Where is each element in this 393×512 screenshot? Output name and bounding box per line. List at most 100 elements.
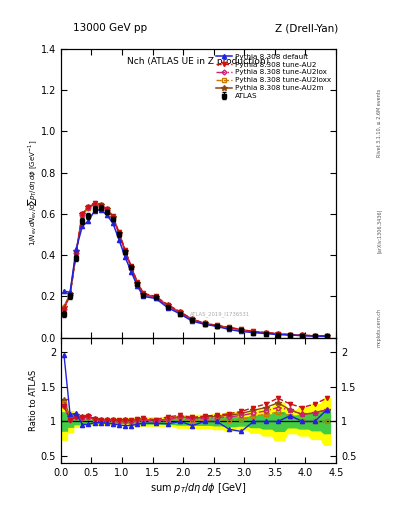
Pythia 8.308 default	[129, 269, 134, 275]
Pythia 8.308 tune-AU2m	[62, 304, 66, 310]
Text: Z (Drell-Yan): Z (Drell-Yan)	[275, 23, 338, 33]
Pythia 8.308 tune-AU2m	[202, 321, 207, 327]
Text: ATLAS_2019_I1736531: ATLAS_2019_I1736531	[191, 312, 250, 317]
Text: 13000 GeV pp: 13000 GeV pp	[73, 23, 147, 33]
Line: Pythia 8.308 tune-AU2: Pythia 8.308 tune-AU2	[62, 201, 329, 338]
Pythia 8.308 tune-AU2m	[300, 332, 305, 338]
Y-axis label: Ratio to ATLAS: Ratio to ATLAS	[29, 370, 38, 431]
Pythia 8.308 tune-AU2lox	[300, 332, 305, 338]
Pythia 8.308 tune-AU2lox	[227, 325, 231, 331]
Pythia 8.308 tune-AU2lox	[110, 214, 115, 220]
Pythia 8.308 default	[86, 218, 91, 224]
Pythia 8.308 tune-AU2	[92, 200, 97, 206]
Pythia 8.308 tune-AU2	[202, 320, 207, 326]
Pythia 8.308 default	[141, 293, 146, 300]
Pythia 8.308 tune-AU2loxx	[135, 281, 140, 287]
Pythia 8.308 tune-AU2loxx	[153, 295, 158, 301]
Pythia 8.308 tune-AU2m	[227, 325, 231, 331]
Pythia 8.308 tune-AU2m	[251, 329, 256, 335]
Pythia 8.308 tune-AU2m	[117, 230, 121, 237]
Pythia 8.308 default	[153, 295, 158, 302]
Pythia 8.308 tune-AU2loxx	[123, 248, 127, 254]
Pythia 8.308 default	[288, 332, 292, 338]
Pythia 8.308 tune-AU2lox	[190, 316, 195, 323]
Pythia 8.308 tune-AU2lox	[129, 264, 134, 270]
Pythia 8.308 tune-AU2loxx	[110, 215, 115, 221]
Pythia 8.308 tune-AU2lox	[141, 291, 146, 297]
Pythia 8.308 tune-AU2loxx	[227, 325, 231, 331]
Pythia 8.308 tune-AU2m	[215, 323, 219, 329]
Pythia 8.308 tune-AU2loxx	[325, 333, 329, 339]
Pythia 8.308 default	[68, 289, 72, 295]
Pythia 8.308 tune-AU2loxx	[86, 205, 91, 211]
Pythia 8.308 tune-AU2lox	[288, 332, 292, 338]
Pythia 8.308 default	[165, 305, 170, 311]
Pythia 8.308 default	[263, 330, 268, 336]
Legend: Pythia 8.308 default, Pythia 8.308 tune-AU2, Pythia 8.308 tune-AU2lox, Pythia 8.: Pythia 8.308 default, Pythia 8.308 tune-…	[215, 52, 332, 100]
X-axis label: sum $p_T/d\eta\,d\phi$ [GeV]: sum $p_T/d\eta\,d\phi$ [GeV]	[150, 481, 247, 495]
Pythia 8.308 default	[80, 223, 84, 229]
Pythia 8.308 tune-AU2lox	[105, 207, 109, 213]
Pythia 8.308 tune-AU2loxx	[288, 332, 292, 338]
Pythia 8.308 tune-AU2	[80, 211, 84, 217]
Pythia 8.308 default	[135, 283, 140, 289]
Pythia 8.308 tune-AU2m	[312, 333, 317, 339]
Pythia 8.308 tune-AU2lox	[98, 202, 103, 208]
Pythia 8.308 tune-AU2m	[153, 294, 158, 301]
Pythia 8.308 default	[117, 237, 121, 243]
Pythia 8.308 tune-AU2	[68, 292, 72, 298]
Pythia 8.308 tune-AU2m	[86, 204, 91, 210]
Pythia 8.308 tune-AU2m	[74, 248, 79, 254]
Pythia 8.308 tune-AU2lox	[215, 323, 219, 329]
Pythia 8.308 tune-AU2m	[105, 206, 109, 212]
Pythia 8.308 default	[227, 326, 231, 332]
Pythia 8.308 tune-AU2lox	[74, 250, 79, 256]
Pythia 8.308 tune-AU2m	[68, 291, 72, 297]
Pythia 8.308 tune-AU2m	[190, 316, 195, 323]
Pythia 8.308 tune-AU2	[153, 293, 158, 300]
Pythia 8.308 tune-AU2m	[275, 331, 280, 337]
Pythia 8.308 tune-AU2	[74, 250, 79, 256]
Pythia 8.308 default	[110, 220, 115, 226]
Pythia 8.308 tune-AU2m	[141, 291, 146, 297]
Text: Nch (ATLAS UE in Z production): Nch (ATLAS UE in Z production)	[127, 57, 270, 67]
Pythia 8.308 tune-AU2	[239, 326, 244, 332]
Pythia 8.308 tune-AU2loxx	[117, 231, 121, 237]
Pythia 8.308 tune-AU2loxx	[98, 203, 103, 209]
Pythia 8.308 tune-AU2	[165, 302, 170, 308]
Pythia 8.308 tune-AU2m	[129, 264, 134, 270]
Pythia 8.308 tune-AU2	[325, 333, 329, 339]
Pythia 8.308 default	[178, 311, 182, 317]
Pythia 8.308 tune-AU2	[86, 203, 91, 209]
Pythia 8.308 default	[98, 207, 103, 213]
Pythia 8.308 tune-AU2loxx	[105, 207, 109, 213]
Pythia 8.308 tune-AU2lox	[263, 330, 268, 336]
Pythia 8.308 default	[312, 333, 317, 339]
Line: Pythia 8.308 tune-AU2loxx: Pythia 8.308 tune-AU2loxx	[62, 203, 329, 338]
Pythia 8.308 tune-AU2	[129, 263, 134, 269]
Pythia 8.308 tune-AU2m	[178, 309, 182, 315]
Pythia 8.308 default	[202, 321, 207, 327]
Pythia 8.308 tune-AU2	[312, 333, 317, 339]
Pythia 8.308 default	[105, 212, 109, 218]
Pythia 8.308 default	[123, 254, 127, 260]
Pythia 8.308 tune-AU2m	[288, 332, 292, 338]
Pythia 8.308 tune-AU2loxx	[239, 327, 244, 333]
Pythia 8.308 tune-AU2loxx	[129, 265, 134, 271]
Pythia 8.308 tune-AU2	[190, 316, 195, 322]
Text: mcplots.cern.ch: mcplots.cern.ch	[377, 308, 382, 347]
Pythia 8.308 tune-AU2lox	[92, 201, 97, 207]
Pythia 8.308 tune-AU2lox	[202, 321, 207, 327]
Pythia 8.308 tune-AU2	[62, 306, 66, 312]
Pythia 8.308 tune-AU2loxx	[68, 291, 72, 297]
Pythia 8.308 tune-AU2lox	[239, 327, 244, 333]
Pythia 8.308 tune-AU2lox	[68, 292, 72, 298]
Pythia 8.308 tune-AU2m	[263, 330, 268, 336]
Pythia 8.308 tune-AU2loxx	[251, 329, 256, 335]
Pythia 8.308 default	[239, 328, 244, 334]
Pythia 8.308 tune-AU2lox	[153, 294, 158, 301]
Pythia 8.308 tune-AU2lox	[86, 204, 91, 211]
Line: Pythia 8.308 default: Pythia 8.308 default	[62, 207, 329, 338]
Pythia 8.308 tune-AU2	[105, 206, 109, 212]
Pythia 8.308 tune-AU2	[251, 328, 256, 334]
